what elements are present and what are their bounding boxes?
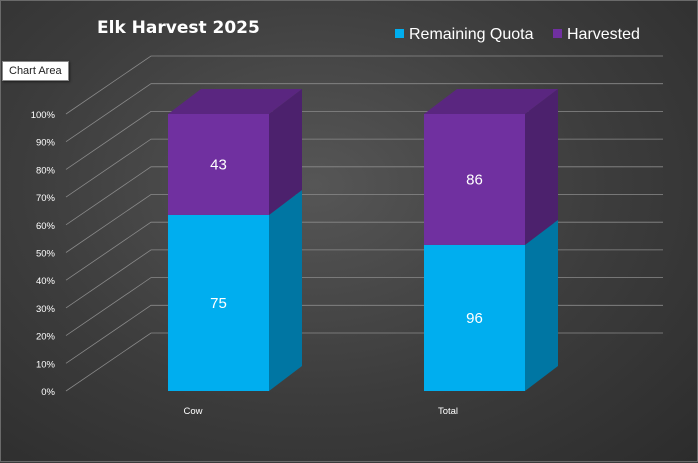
y-tick-label: 90% bbox=[36, 138, 56, 149]
gridline bbox=[65, 83, 663, 143]
bar-total-harvested[interactable] bbox=[424, 114, 525, 245]
legend-swatch-harvested bbox=[553, 29, 562, 38]
legend[interactable]: Remaining Quota Harvested bbox=[395, 26, 640, 43]
bar-side-cow-harvested bbox=[269, 89, 302, 215]
bar-side-total-harvested bbox=[525, 89, 558, 245]
data-label-cow-remaining-quota: 75 bbox=[210, 295, 227, 312]
chart-title: Elk Harvest 2025 bbox=[97, 18, 260, 38]
gridline bbox=[65, 194, 663, 253]
bars: 75 43 96 86 bbox=[168, 89, 558, 391]
bar-top-total bbox=[424, 89, 558, 114]
y-axis-ticks: 0% 10% 20% 30% 40% 50% 60% 70% 80% 90% 100% bbox=[31, 110, 56, 398]
y-tick-label: 50% bbox=[36, 249, 56, 260]
x-tick-label-total: Total bbox=[438, 406, 458, 417]
gridlines bbox=[65, 55, 663, 392]
y-tick-label: 60% bbox=[36, 221, 56, 232]
y-tick-label: 10% bbox=[36, 359, 56, 370]
bar-cow-remaining-quota[interactable] bbox=[168, 214, 269, 391]
legend-label-remaining-quota: Remaining Quota bbox=[409, 26, 534, 43]
legend-label-harvested: Harvested bbox=[567, 26, 640, 43]
y-tick-label: 40% bbox=[36, 276, 56, 287]
y-tick-label: 30% bbox=[36, 304, 56, 315]
bar-stack-cow[interactable]: 75 43 bbox=[168, 89, 302, 391]
gridline bbox=[65, 111, 663, 170]
bar-stack-total[interactable]: 96 86 bbox=[424, 89, 558, 391]
bar-total-remaining-quota[interactable] bbox=[424, 244, 525, 391]
legend-item-remaining-quota[interactable]: Remaining Quota bbox=[395, 26, 534, 43]
x-axis-ticks: Cow Total bbox=[183, 406, 458, 417]
y-tick-label: 70% bbox=[36, 193, 56, 204]
gridline bbox=[65, 332, 663, 392]
data-label-total-remaining-quota: 96 bbox=[466, 310, 483, 327]
gridline bbox=[65, 277, 663, 336]
legend-item-harvested[interactable]: Harvested bbox=[553, 26, 640, 43]
bar-cow-harvested[interactable] bbox=[168, 114, 269, 215]
x-tick-label-cow: Cow bbox=[183, 406, 202, 417]
bar-top-cow bbox=[168, 89, 302, 114]
gridline bbox=[65, 55, 663, 115]
data-label-cow-harvested: 43 bbox=[210, 156, 227, 173]
y-tick-label: 80% bbox=[36, 165, 56, 176]
y-tick-label: 100% bbox=[31, 110, 56, 121]
chart-area-tooltip: Chart Area bbox=[2, 61, 69, 81]
gridline bbox=[65, 304, 663, 364]
data-label-total-harvested: 86 bbox=[466, 171, 483, 188]
gridline bbox=[65, 166, 663, 226]
y-tick-label: 0% bbox=[41, 387, 55, 398]
gridline bbox=[65, 249, 663, 309]
bar-side-total-remaining-quota bbox=[525, 219, 558, 391]
gridline bbox=[65, 221, 663, 281]
gridline bbox=[65, 138, 663, 198]
bar-side-cow-remaining-quota bbox=[269, 189, 302, 391]
legend-swatch-remaining-quota bbox=[395, 29, 404, 38]
y-tick-label: 20% bbox=[36, 332, 56, 343]
